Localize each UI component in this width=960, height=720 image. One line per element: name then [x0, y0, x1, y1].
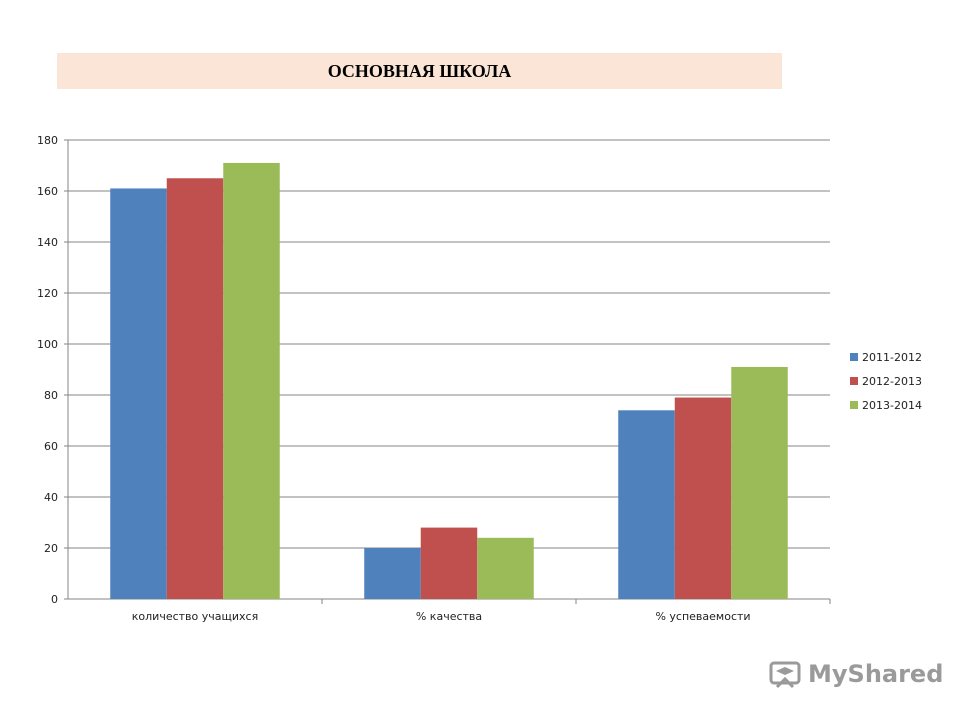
legend-item: 2013-2014	[850, 393, 922, 417]
legend: 2011-2012 2012-2013 2013-2014	[850, 345, 922, 417]
mortarboard-icon	[769, 661, 801, 689]
y-tick-label: 160	[37, 185, 58, 198]
legend-item: 2011-2012	[850, 345, 922, 369]
y-tick-label: 80	[44, 389, 58, 402]
bar	[166, 178, 224, 599]
bar	[223, 162, 280, 599]
bar	[731, 366, 788, 599]
bar	[364, 548, 421, 599]
y-tick-label: 100	[37, 338, 58, 351]
legend-label: 2011-2012	[862, 350, 922, 364]
watermark: MyShared	[768, 657, 943, 691]
bar	[618, 410, 675, 599]
title-banner: ОСНОВНАЯ ШКОЛА	[57, 53, 782, 89]
chart-title: ОСНОВНАЯ ШКОЛА	[327, 60, 512, 81]
y-tick-label: 40	[44, 491, 58, 504]
bar	[110, 188, 167, 599]
y-tick-label: 140	[37, 236, 58, 249]
legend-label: 2013-2014	[862, 398, 922, 412]
y-tick-label: 20	[44, 542, 58, 555]
x-tick-label: % качества	[416, 610, 482, 623]
legend-swatch	[850, 353, 858, 361]
y-tick-label: 0	[51, 593, 58, 606]
bar	[674, 397, 732, 599]
legend-swatch	[850, 377, 858, 385]
x-tick-label: количество учащихся	[132, 610, 258, 623]
y-tick-label: 180	[37, 134, 58, 147]
legend-swatch	[850, 401, 858, 409]
y-tick-label: 120	[37, 287, 58, 300]
x-tick-label: % успеваемости	[655, 610, 750, 623]
y-tick-label: 60	[44, 440, 58, 453]
watermark-text: MyShared	[808, 660, 944, 688]
legend-label: 2012-2013	[862, 374, 922, 388]
bar	[420, 527, 478, 599]
bar	[477, 537, 534, 599]
legend-item: 2012-2013	[850, 369, 922, 393]
